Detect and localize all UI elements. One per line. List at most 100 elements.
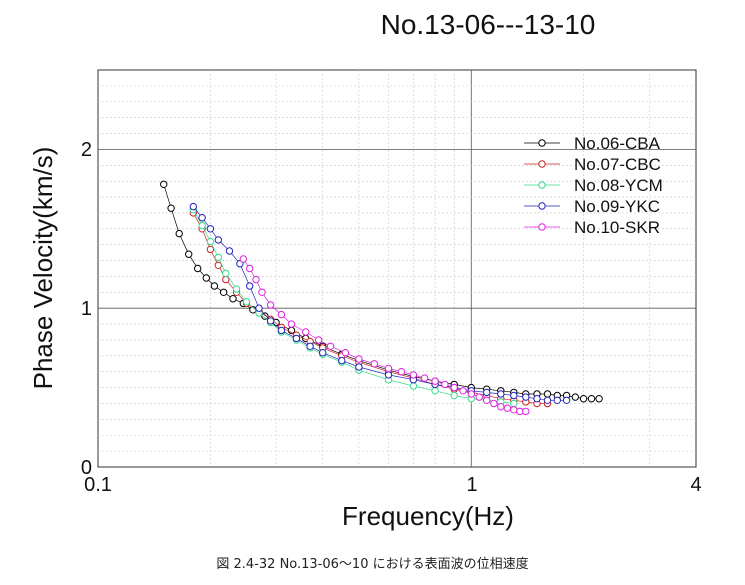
data-point: [222, 269, 230, 277]
y-tick-label: 0: [81, 457, 92, 479]
data-point: [258, 288, 266, 296]
data-point: [441, 380, 449, 389]
data-point: [562, 396, 571, 404]
data-point: [510, 406, 518, 414]
data-point: [306, 342, 314, 350]
data-point: [229, 295, 237, 303]
data-point: [219, 288, 228, 296]
chart-title: No.13-06---13-10: [381, 9, 596, 40]
data-point: [277, 310, 286, 319]
data-point: [319, 349, 327, 357]
plot-area: [97, 69, 697, 468]
data-point: [543, 390, 552, 398]
data-point: [214, 236, 223, 244]
data-point: [314, 336, 323, 344]
data-point: [450, 383, 458, 392]
x-axis-label: Frequency(Hz): [342, 501, 514, 531]
data-point: [431, 387, 439, 395]
legend-marker: [538, 139, 546, 147]
data-point: [384, 371, 393, 379]
data-point: [302, 328, 310, 336]
data-point: [533, 395, 541, 403]
y-tick-label: 2: [81, 139, 92, 161]
data-point: [338, 356, 346, 365]
data-point: [467, 390, 475, 398]
data-point: [287, 320, 296, 328]
y-axis-label: Phase Velocity(km/s): [28, 147, 58, 390]
data-point: [175, 229, 183, 238]
figure-caption: 図 2.4-32 No.13-06～10 における表面波の位相速度: [216, 557, 529, 572]
data-point: [510, 399, 518, 408]
data-point: [571, 393, 579, 401]
data-point: [206, 245, 215, 254]
x-tick-label: 4: [690, 474, 701, 496]
data-point: [553, 396, 561, 404]
data-point: [266, 301, 275, 309]
data-point: [202, 274, 211, 282]
x-tick-label: 0.1: [84, 474, 112, 496]
data-point: [185, 250, 193, 258]
data-point: [483, 388, 491, 397]
data-point: [497, 403, 505, 411]
legend-item: No.09-YKC: [524, 197, 660, 216]
data-point: [459, 387, 467, 395]
data-point: [355, 363, 363, 371]
data-point: [370, 360, 379, 368]
legend-marker: [538, 160, 546, 168]
data-point: [246, 264, 254, 273]
tick-labels: 0.1 1 4 0 1 2: [81, 139, 702, 496]
data-point: [579, 395, 588, 403]
data-point: [206, 225, 215, 233]
legend-item: No.08-YCM: [524, 176, 663, 195]
data-point: [420, 374, 429, 382]
data-point: [222, 275, 230, 284]
series-layer: [160, 180, 603, 416]
series-5: [239, 255, 530, 416]
data-point: [255, 304, 263, 312]
legend-marker: [538, 202, 546, 210]
data-point: [497, 390, 505, 398]
data-point: [483, 396, 491, 404]
data-point: [225, 247, 234, 255]
y-tick-label: 1: [81, 298, 92, 320]
data-point: [210, 282, 219, 290]
data-point: [189, 202, 198, 211]
data-point: [292, 334, 301, 343]
data-point: [503, 404, 512, 412]
data-point: [198, 214, 206, 222]
data-point: [214, 253, 223, 262]
data-point: [510, 391, 518, 400]
legend-label: No.06-CBA: [574, 134, 661, 153]
legend: No.06-CBA No.07-CBC No.08-YCM No.09-YKC No.1…: [524, 134, 663, 237]
x-tick-label: 1: [466, 474, 477, 496]
legend-item: No.10-SKR: [524, 218, 660, 237]
phase-velocity-chart: No.13-06---13-10 0.1 1 4 0 1 2 Frequency…: [28, 9, 702, 531]
legend-label: No.08-YCM: [574, 176, 663, 195]
data-point: [355, 355, 363, 363]
data-point: [397, 368, 406, 376]
legend-item: No.07-CBC: [524, 155, 661, 174]
data-point: [206, 237, 215, 246]
legend-marker: [538, 181, 546, 189]
data-point: [167, 204, 175, 212]
series-line: [193, 206, 567, 401]
data-point: [384, 364, 393, 373]
data-point: [522, 407, 530, 416]
legend-marker: [538, 223, 546, 231]
data-point: [214, 261, 223, 269]
data-point: [543, 396, 552, 404]
data-point: [160, 180, 168, 189]
data-point: [587, 395, 596, 403]
data-point: [232, 285, 241, 293]
legend-label: No.09-YKC: [574, 197, 660, 216]
data-point: [341, 349, 350, 357]
data-point: [450, 391, 458, 400]
legend-label: No.07-CBC: [574, 155, 661, 174]
data-point: [239, 255, 248, 263]
data-point: [326, 342, 335, 350]
data-point: [246, 282, 254, 290]
data-point: [490, 399, 498, 408]
data-point: [277, 326, 286, 335]
legend-label: No.10-SKR: [574, 218, 660, 237]
data-point: [409, 371, 418, 379]
